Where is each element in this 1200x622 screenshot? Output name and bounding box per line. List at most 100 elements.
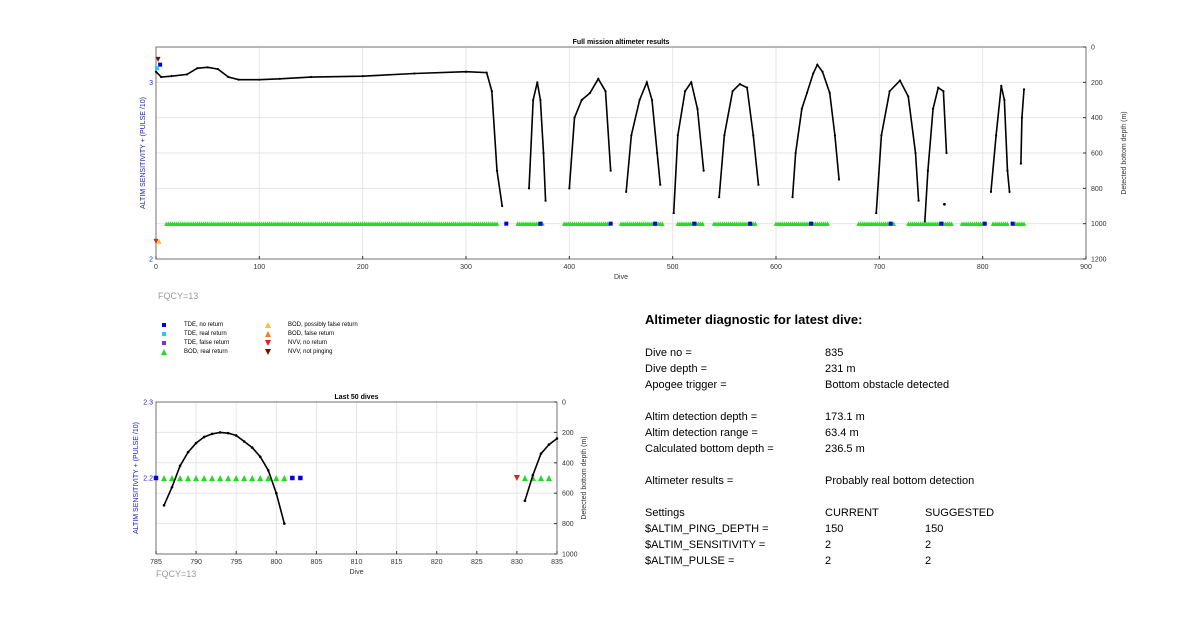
x-tick-label: 500 xyxy=(667,264,679,271)
bod-real-return-marker xyxy=(281,475,288,481)
bottom-depth-point xyxy=(547,443,551,446)
tde-no-return-marker xyxy=(608,221,613,226)
label: Altim detection depth = xyxy=(645,411,758,423)
bottom-depth-point xyxy=(821,70,824,73)
x-tick-label: 800 xyxy=(977,264,989,271)
x-tick-label: 830 xyxy=(511,559,523,566)
bottom-depth-point xyxy=(218,431,222,434)
bottom-depth-point xyxy=(490,90,493,93)
bottom-depth-point xyxy=(266,469,270,472)
bottom-depth-point xyxy=(226,431,230,435)
y-right-tick-label: 800 xyxy=(562,521,574,528)
y-right-tick-label: 400 xyxy=(562,460,574,467)
bod-real-return-marker xyxy=(201,475,208,481)
bottom-depth-point xyxy=(604,90,607,93)
tde-no-return-marker xyxy=(504,221,509,226)
bottom-depth-point xyxy=(501,204,504,208)
full-mission-chart: 0 100 200 300 400 500 600 700 800 900 0 200 400 600 80… xyxy=(140,39,1128,281)
bottom-depth-point xyxy=(752,134,755,137)
bottom-depth-point xyxy=(833,134,837,137)
bottom-depth-point xyxy=(718,196,721,199)
y-right-tick-label: 600 xyxy=(1091,151,1103,158)
tde-no-return-marker xyxy=(298,475,303,481)
y-left-axis-label: ALTIM SENSITIVITY + (PULSE /10) xyxy=(133,422,140,534)
bottom-depth-point xyxy=(162,504,166,507)
bottom-depth-point xyxy=(937,86,940,89)
value: 835 xyxy=(825,347,844,359)
bottom-depth-point xyxy=(361,75,364,78)
bottom-depth-point xyxy=(683,90,687,93)
legend-triangle-up-marker xyxy=(265,322,271,328)
bottom-depth-series-line xyxy=(718,83,760,198)
bod-possibly-false-marker xyxy=(156,238,162,244)
bottom-depth-point xyxy=(234,434,238,437)
bottom-depth-point xyxy=(630,134,633,137)
bod-real-return-marker xyxy=(249,475,256,481)
bottom-depth-series-line xyxy=(924,86,948,222)
chart-title: Last 50 dives xyxy=(335,394,379,401)
x-tick-label: 400 xyxy=(563,264,575,271)
bottom-depth-point xyxy=(160,75,163,79)
bod-real-return-marker xyxy=(700,221,705,226)
bottom-depth-point xyxy=(942,90,945,93)
label: Settings xyxy=(645,507,685,519)
bottom-depth-point xyxy=(650,98,654,102)
nvv-no-return-marker xyxy=(513,475,520,481)
bottom-depth-point xyxy=(532,98,535,102)
tde-no-return-marker xyxy=(982,221,987,226)
bottom-depth-point xyxy=(907,95,910,98)
x-tick-label: 805 xyxy=(311,559,323,566)
bottom-depth-point xyxy=(278,77,282,80)
legend-marker xyxy=(265,322,271,328)
bottom-depth-point xyxy=(828,91,831,95)
bottom-depth-point xyxy=(170,485,174,489)
bottom-depth-point xyxy=(1006,169,1009,172)
bod-real-return-marker xyxy=(825,221,830,226)
y-left-tick-label: 2.2 xyxy=(143,476,153,483)
bod-real-return-marker xyxy=(169,475,176,481)
bottom-depth-point xyxy=(588,91,592,95)
value: 236.5 m xyxy=(825,443,865,455)
bottom-depth-point xyxy=(931,107,935,110)
bottom-depth-point xyxy=(1008,190,1011,193)
bottom-depth-point xyxy=(812,72,815,75)
current: 2 xyxy=(825,539,832,551)
legend-marker xyxy=(162,341,166,345)
legend-marker xyxy=(162,332,166,336)
x-tick-label: 0 xyxy=(154,264,158,271)
legend-triangle-down-marker xyxy=(265,340,271,346)
suggested-header: SUGGESTED xyxy=(925,507,995,519)
tde-no-return-marker xyxy=(888,221,893,226)
label: Altimeter results = xyxy=(645,475,734,487)
fqcy-label-bottom: FQCY=13 xyxy=(156,569,197,579)
bottom-depth-point xyxy=(185,73,189,76)
bottom-depth-point xyxy=(1020,116,1024,119)
tde-no-return-marker xyxy=(692,221,697,226)
bottom-depth-point xyxy=(544,199,547,202)
current: 2 xyxy=(825,555,832,567)
legend-marker xyxy=(265,340,271,346)
x-axis-label: Dive xyxy=(349,569,363,576)
bottom-depth-series-line xyxy=(1020,89,1025,164)
x-tick-label: 700 xyxy=(873,264,885,271)
bod-real-return-marker xyxy=(273,475,280,481)
bottom-depth-point xyxy=(275,491,278,495)
bottom-depth-point xyxy=(413,72,416,75)
x-tick-label: 795 xyxy=(230,559,242,566)
bottom-depth-point xyxy=(178,464,182,468)
bottom-depth-point xyxy=(580,98,583,102)
bottom-depth-point xyxy=(926,169,930,172)
bod-real-return-marker xyxy=(265,475,272,481)
bottom-depth-series-line xyxy=(990,85,1011,192)
bottom-depth-point xyxy=(309,75,313,79)
legend-label: TDE, real return xyxy=(184,331,227,337)
y-right-tick-label: 400 xyxy=(1091,115,1103,122)
tde-no-return-marker xyxy=(158,62,163,67)
bottom-depth-point xyxy=(656,151,659,155)
bottom-depth-series-line xyxy=(528,82,547,201)
bottom-depth-point xyxy=(539,452,543,455)
bottom-depth-point xyxy=(943,202,946,206)
bottom-depth-series-line xyxy=(875,79,920,214)
bod-real-return-marker xyxy=(225,475,232,481)
legend-triangle-up-marker xyxy=(265,331,271,337)
